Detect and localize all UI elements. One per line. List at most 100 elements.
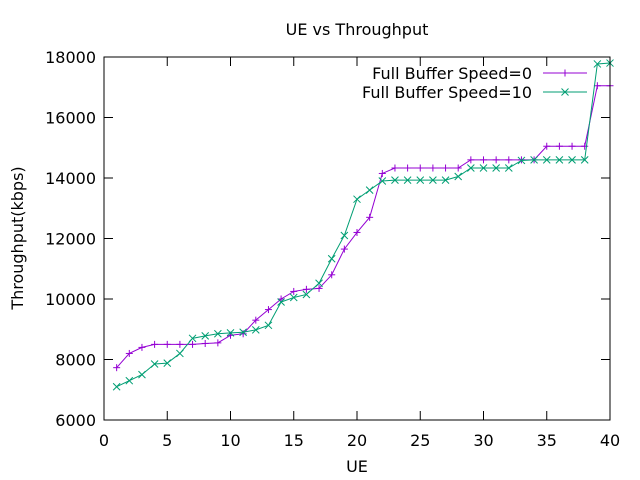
- data-point: [454, 164, 462, 172]
- data-point: [290, 287, 298, 295]
- x-tick-label: 35: [537, 431, 557, 450]
- data-point: [404, 164, 412, 172]
- x-tick-label: 20: [347, 431, 367, 450]
- y-tick-label: 14000: [45, 169, 96, 188]
- data-point: [366, 213, 374, 221]
- data-point: [441, 176, 450, 184]
- data-point: [150, 360, 159, 368]
- plot-frame: [103, 56, 611, 421]
- data-point: [467, 156, 475, 164]
- data-point: [466, 164, 475, 172]
- data-point: [543, 142, 551, 150]
- data-point: [593, 60, 602, 68]
- data-point: [429, 176, 437, 184]
- series-layer: [112, 59, 614, 391]
- data-point: [504, 164, 513, 172]
- legend-marker: [561, 69, 569, 77]
- data-point: [365, 186, 374, 194]
- x-tick-label: 0: [99, 431, 109, 450]
- data-point: [239, 330, 247, 338]
- data-point: [542, 155, 551, 164]
- data-point: [163, 340, 171, 348]
- data-point: [163, 359, 172, 367]
- data-point: [125, 349, 133, 357]
- data-point: [151, 340, 159, 348]
- y-tick-label: 18000: [45, 48, 96, 67]
- legend-label: Full Buffer Speed=0: [372, 64, 532, 83]
- data-point: [353, 228, 361, 236]
- data-point: [189, 340, 197, 348]
- data-point: [416, 164, 424, 172]
- data-point: [555, 142, 563, 150]
- legend-label: Full Buffer Speed=10: [362, 83, 532, 102]
- data-point: [581, 142, 589, 150]
- x-tick-label: 10: [220, 431, 240, 450]
- data-point: [302, 285, 310, 293]
- data-point: [593, 82, 601, 90]
- data-point: [555, 155, 564, 164]
- data-point: [568, 155, 576, 164]
- data-point: [328, 271, 336, 279]
- data-point: [391, 176, 399, 184]
- data-point: [214, 339, 222, 347]
- y-tick-label: 6000: [55, 411, 96, 430]
- data-point: [125, 376, 134, 385]
- data-point: [353, 195, 361, 204]
- data-point: [480, 156, 487, 164]
- data-point: [213, 329, 222, 338]
- data-point: [289, 293, 298, 302]
- data-point: [302, 290, 311, 299]
- data-point: [277, 298, 285, 306]
- ticks: 0 5 10 15 20 25 30 35 40 6000 8000 10000 12000 14000 1…: [45, 48, 620, 450]
- y-tick-label: 8000: [55, 351, 96, 370]
- data-point: [315, 279, 323, 288]
- series-line: [116, 85, 610, 368]
- data-point: [226, 329, 235, 337]
- data-point: [188, 334, 197, 343]
- data-point: [378, 169, 386, 177]
- data-point: [416, 176, 425, 184]
- data-point: [340, 245, 348, 253]
- data-point: [429, 164, 437, 172]
- x-tick-label: 40: [600, 431, 620, 450]
- legend-marker: [561, 88, 569, 96]
- data-point: [252, 316, 260, 324]
- data-point: [251, 326, 260, 334]
- data-point: [113, 364, 121, 372]
- data-point: [201, 339, 209, 347]
- series-0: [113, 82, 614, 372]
- data-point: [138, 343, 146, 351]
- series-1: [112, 59, 614, 391]
- data-point: [264, 306, 272, 314]
- data-point: [112, 382, 121, 391]
- data-point: [138, 370, 146, 379]
- x-tick-label: 30: [473, 431, 493, 450]
- y-axis-label: Throughput(kbps): [8, 166, 27, 310]
- data-point: [378, 177, 387, 185]
- data-point: [479, 164, 488, 172]
- chart-title: UE vs Throughput: [286, 20, 429, 39]
- data-point: [391, 164, 399, 172]
- x-tick-label: 5: [162, 431, 172, 450]
- y-tick-label: 16000: [45, 109, 96, 128]
- data-point: [580, 155, 589, 164]
- data-point: [454, 172, 463, 181]
- data-point: [201, 332, 210, 340]
- data-point: [315, 284, 323, 292]
- x-axis-label: UE: [346, 457, 368, 476]
- data-point: [505, 156, 513, 164]
- y-tick-label: 12000: [45, 230, 96, 249]
- x-tick-label: 25: [410, 431, 430, 450]
- data-point: [340, 231, 349, 240]
- data-point: [239, 328, 248, 337]
- data-point: [492, 156, 500, 164]
- data-point: [176, 340, 184, 348]
- data-point: [492, 164, 501, 172]
- data-point: [327, 254, 336, 263]
- data-point: [176, 349, 184, 358]
- data-point: [517, 156, 526, 165]
- data-point: [530, 155, 538, 164]
- x-tick-label: 15: [284, 431, 304, 450]
